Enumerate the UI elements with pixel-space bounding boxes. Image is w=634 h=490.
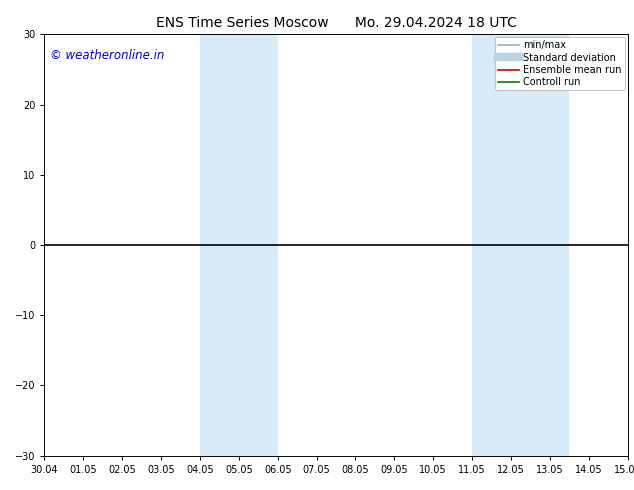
Bar <box>511 34 550 456</box>
Bar <box>472 34 511 456</box>
Bar <box>239 34 278 456</box>
Legend: min/max, Standard deviation, Ensemble mean run, Controll run: min/max, Standard deviation, Ensemble me… <box>495 37 624 90</box>
Text: © weatheronline.in: © weatheronline.in <box>50 49 165 62</box>
Title: ENS Time Series Moscow      Mo. 29.04.2024 18 UTC: ENS Time Series Moscow Mo. 29.04.2024 18… <box>155 16 517 30</box>
Bar <box>550 34 569 456</box>
Bar <box>200 34 239 456</box>
